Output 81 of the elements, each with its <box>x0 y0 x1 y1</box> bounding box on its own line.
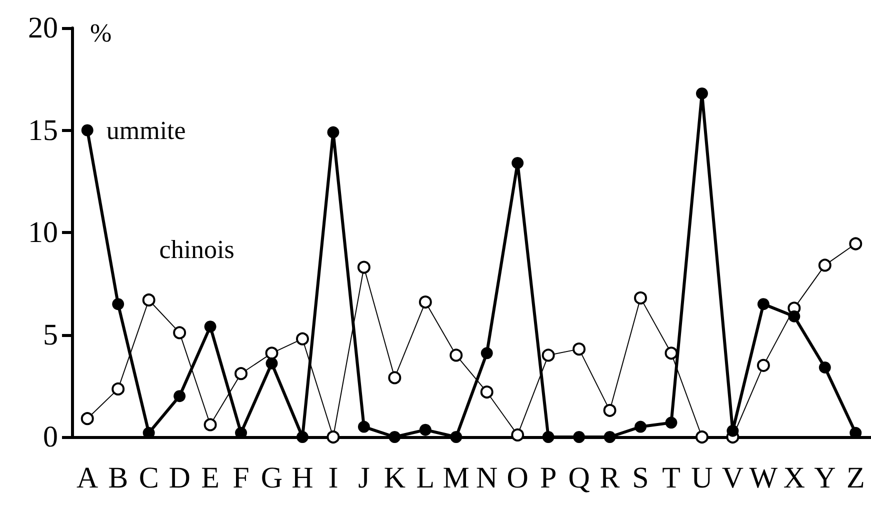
point <box>788 310 800 322</box>
x-tick-label: J <box>358 462 370 494</box>
y-tick-label: 0 <box>43 420 58 454</box>
point <box>296 431 308 443</box>
point <box>511 428 524 442</box>
point <box>358 420 370 433</box>
x-tick-label: U <box>691 462 714 494</box>
x-tick-label: X <box>783 462 806 494</box>
point <box>542 431 554 443</box>
point <box>265 346 278 360</box>
x-tick-label: N <box>476 462 498 494</box>
x-tick-label: S <box>632 462 649 494</box>
point <box>81 124 94 136</box>
point <box>204 320 216 333</box>
x-tick-label: G <box>260 462 283 494</box>
point <box>634 291 648 304</box>
point <box>204 418 217 432</box>
y-tick-label: 20 <box>28 12 58 44</box>
point <box>696 87 708 100</box>
x-tick-label: O <box>506 462 528 494</box>
y-tick-label: 5 <box>43 318 58 352</box>
point <box>665 416 678 429</box>
x-tick-label: Y <box>814 462 836 494</box>
point <box>419 424 432 436</box>
point <box>112 298 124 310</box>
point <box>142 293 156 306</box>
point <box>450 431 462 443</box>
x-tick-label: V <box>722 462 744 494</box>
point <box>357 260 370 274</box>
x-tick-label: W <box>749 462 778 494</box>
x-tick-label: D <box>168 462 190 494</box>
x-tick-label: Q <box>568 462 590 494</box>
point <box>327 126 340 138</box>
y-tick-label: 10 <box>28 216 58 249</box>
point <box>542 348 555 362</box>
x-tick-label: R <box>600 462 620 494</box>
x-tick-label: T <box>662 462 680 494</box>
point <box>388 371 402 384</box>
point <box>80 412 94 426</box>
point <box>296 332 309 346</box>
x-tick-label: K <box>384 462 406 494</box>
x-tick-label: A <box>76 462 99 494</box>
x-tick-label: P <box>540 462 557 494</box>
point <box>480 386 494 399</box>
x-tick-label: E <box>201 462 220 494</box>
point <box>756 358 770 372</box>
point <box>818 361 831 374</box>
point <box>326 430 340 444</box>
x-tick-label: F <box>232 462 250 494</box>
point <box>418 296 432 309</box>
point <box>634 420 647 433</box>
point <box>112 382 125 396</box>
point <box>266 357 278 370</box>
x-tick-label: I <box>328 462 338 494</box>
point <box>480 347 493 360</box>
point <box>757 298 770 310</box>
series-label: ummite <box>106 116 186 145</box>
point <box>450 348 463 362</box>
point <box>512 156 524 169</box>
series-label: chinois <box>159 234 234 264</box>
point <box>173 326 186 340</box>
x-tick-label: Z <box>846 462 865 494</box>
x-tick-label: C <box>138 462 159 494</box>
x-tick-label: B <box>108 462 128 494</box>
x-tick-label: L <box>416 462 435 494</box>
point <box>573 431 586 443</box>
y-tick-label: 15 <box>28 114 58 147</box>
point <box>234 367 248 380</box>
point <box>174 390 186 402</box>
point <box>604 431 616 443</box>
point <box>572 342 586 356</box>
y-axis-title: % <box>90 18 112 48</box>
point <box>726 424 739 437</box>
x-tick-label: H <box>292 462 314 494</box>
point <box>695 430 708 444</box>
point <box>603 404 616 417</box>
point <box>818 258 832 272</box>
point <box>388 431 401 443</box>
point <box>664 346 678 360</box>
point <box>849 237 862 250</box>
x-tick-label: M <box>442 462 470 494</box>
